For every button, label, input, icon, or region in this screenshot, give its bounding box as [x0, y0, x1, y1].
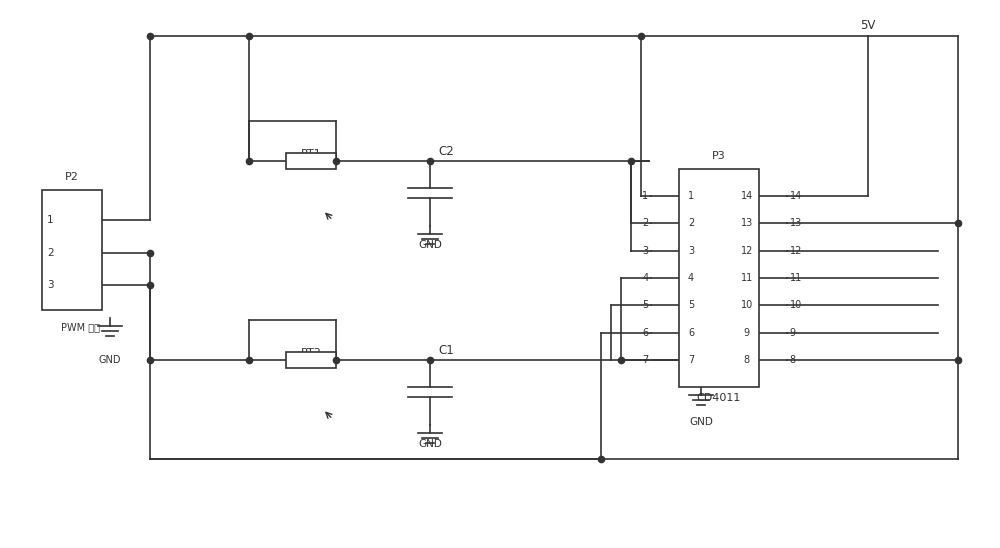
Text: 7: 7	[688, 355, 694, 365]
Bar	[42, 190, 102, 310]
Text: 2: 2	[642, 218, 648, 229]
Text: 10: 10	[790, 300, 802, 310]
Text: 3: 3	[688, 246, 694, 255]
Text: 6: 6	[688, 328, 694, 338]
Text: 14: 14	[741, 191, 753, 201]
Text: 14: 14	[790, 191, 802, 201]
Text: 11: 11	[790, 273, 802, 283]
Text: 11: 11	[741, 273, 753, 283]
Text: C2: C2	[438, 145, 454, 158]
Text: P2: P2	[65, 173, 79, 182]
Text: 9: 9	[790, 328, 796, 338]
Text: GND: GND	[418, 240, 442, 250]
Text: 3: 3	[47, 280, 54, 290]
Text: 6: 6	[642, 328, 648, 338]
Text: PWM 输入: PWM 输入	[61, 322, 100, 332]
Text: 4: 4	[688, 273, 694, 283]
Text: 1: 1	[688, 191, 694, 201]
Text: 2: 2	[47, 248, 54, 258]
Text: GND: GND	[99, 355, 121, 364]
Text: 13: 13	[741, 218, 753, 229]
Text: 13: 13	[790, 218, 802, 229]
Bar	[679, 169, 759, 387]
Text: 10: 10	[741, 300, 753, 310]
Text: 5: 5	[642, 300, 648, 310]
Text: 1: 1	[47, 215, 54, 225]
Text: 2: 2	[688, 218, 694, 229]
Bar	[286, 352, 336, 368]
Text: 8: 8	[744, 355, 750, 365]
Text: 4: 4	[642, 273, 648, 283]
Text: 7: 7	[642, 355, 648, 365]
Text: 8: 8	[790, 355, 796, 365]
Text: 12: 12	[741, 246, 753, 255]
Text: RT2: RT2	[301, 347, 321, 358]
Text: GND: GND	[418, 439, 442, 449]
Text: P3: P3	[712, 151, 726, 161]
Text: 12: 12	[790, 246, 802, 255]
Text: RT1: RT1	[301, 149, 321, 158]
Bar	[286, 153, 336, 169]
Text: 5: 5	[688, 300, 694, 310]
Text: 3: 3	[642, 246, 648, 255]
Text: 5V: 5V	[860, 19, 876, 32]
Text: C1: C1	[438, 344, 454, 357]
Text: 1: 1	[642, 191, 648, 201]
Text: 9: 9	[744, 328, 750, 338]
Text: CD4011: CD4011	[697, 393, 741, 403]
Text: GND: GND	[689, 417, 713, 427]
